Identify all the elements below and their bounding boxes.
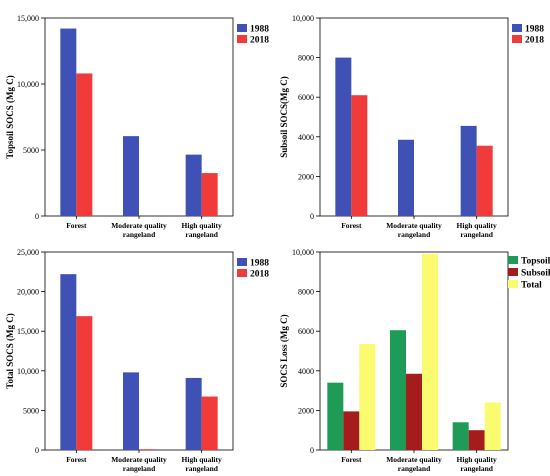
y-tick-label: 8000 (298, 288, 314, 297)
bar-total (422, 253, 438, 450)
bar-1988 (398, 139, 414, 216)
y-axis-title: Topsoil SOCS (Mg C) (5, 75, 15, 158)
y-tick-label: 0 (310, 446, 314, 455)
y-tick-label: 10,000 (292, 14, 314, 23)
y-tick-label: 2000 (298, 406, 314, 415)
bar-2018 (76, 316, 93, 450)
legend-label: 1988 (250, 25, 269, 35)
y-tick-label: 6000 (298, 327, 314, 336)
bar-2018 (201, 396, 218, 450)
y-tick-label: 4000 (298, 133, 314, 142)
legend-label: Subsoil (521, 269, 550, 279)
x-tick-label: High quality rangeland (457, 455, 497, 473)
x-tick-label: High quality rangeland (182, 455, 222, 473)
y-tick-label: 15,000 (17, 14, 39, 23)
y-tick-label: 15,000 (17, 327, 39, 336)
legend-swatch (237, 269, 247, 277)
bar-subsoil (343, 411, 360, 450)
bar-subsoil (468, 430, 485, 450)
bar-total (359, 344, 376, 450)
y-axis-title: Total SOCS (Mg C) (5, 313, 15, 388)
y-tick-label: 2000 (298, 172, 314, 181)
chart-panel-1: 0 5000 10,000 15,000 Topsoil SOCS (Mg C) Fore… (5, 14, 269, 239)
bar-1988 (185, 377, 202, 450)
y-tick-label: 25,000 (17, 248, 39, 257)
x-tick-label: Moderate quality rangeland (386, 221, 442, 239)
y-tick-label: 20,000 (17, 288, 39, 297)
y-tick-label: 0 (310, 212, 314, 221)
y-tick-label: 5000 (23, 146, 39, 155)
legend-label: 2018 (250, 270, 269, 280)
bar-topsoil (452, 422, 469, 450)
y-tick-label: 10,000 (17, 80, 39, 89)
bar-1988 (123, 136, 139, 216)
y-tick-label: 10,000 (17, 367, 39, 376)
legend-swatch (508, 280, 518, 288)
x-tick-label: Moderate quality rangeland (111, 455, 167, 473)
bar-1988 (60, 28, 77, 217)
bar-1988 (60, 274, 77, 450)
legend-swatch (237, 258, 247, 266)
legend-label: Topsoil (521, 257, 550, 267)
x-tick-label: High quality rangeland (182, 221, 222, 239)
chart-panel-2: 0 2000 4000 6000 8000 10,000 Subsoil SOCS(Mg C… (279, 14, 544, 239)
y-tick-label: 0 (35, 212, 39, 221)
legend-swatch (512, 35, 522, 43)
x-tick-label: Forest (341, 455, 362, 464)
legend-label: 2018 (525, 36, 544, 46)
bar-subsoil (406, 373, 422, 450)
bar-topsoil (327, 382, 344, 450)
bar-topsoil (390, 330, 406, 450)
legend-swatch (512, 24, 522, 32)
bar-2018 (476, 145, 493, 216)
legend-label: Total (521, 281, 542, 291)
y-tick-label: 10,000 (292, 248, 314, 257)
x-tick-label: Forest (66, 455, 87, 464)
y-tick-label: 4000 (298, 367, 314, 376)
x-tick-label: Moderate quality rangeland (111, 221, 167, 239)
legend-label: 1988 (250, 259, 269, 269)
legend-swatch (508, 268, 518, 276)
legend-swatch (237, 24, 247, 32)
bar-2018 (201, 173, 218, 216)
bar-1988 (460, 125, 477, 216)
y-tick-label: 5000 (23, 406, 39, 415)
y-axis-title: SOCS Loss (Mg C) (279, 314, 289, 387)
chart-panel-4: 0 2000 4000 6000 8000 10,000 SOCS Loss (Mg C) F… (279, 248, 550, 473)
bar-2018 (351, 95, 368, 216)
y-tick-label: 8000 (298, 54, 314, 63)
legend-swatch (237, 35, 247, 43)
chart-panel-3: 0 5000 10,000 15,000 20,000 25,000 Total SOCS … (5, 248, 269, 473)
legend-label: 2018 (250, 36, 269, 46)
bar-2018 (76, 73, 93, 216)
bar-2018 (139, 449, 155, 450)
legend-label: 1988 (525, 25, 544, 35)
y-axis-title: Subsoil SOCS(Mg C) (279, 76, 289, 158)
bar-1988 (185, 154, 202, 216)
y-tick-label: 6000 (298, 93, 314, 102)
bar-total (484, 402, 501, 450)
bar-1988 (123, 372, 139, 450)
x-tick-label: Forest (66, 221, 87, 230)
x-tick-label: Moderate quality rangeland (386, 455, 442, 473)
x-tick-label: Forest (341, 221, 362, 230)
bar-1988 (335, 57, 352, 216)
x-tick-label: High quality rangeland (457, 221, 497, 239)
y-tick-label: 0 (35, 446, 39, 455)
legend-swatch (508, 256, 518, 264)
